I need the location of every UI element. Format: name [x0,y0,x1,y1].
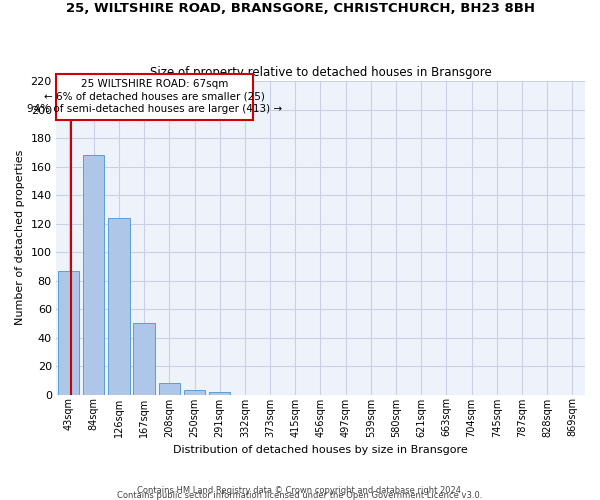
Bar [184,390,205,394]
Bar [209,392,230,394]
Bar [133,324,155,394]
Y-axis label: Number of detached properties: Number of detached properties [15,150,25,326]
Text: 25, WILTSHIRE ROAD, BRANSGORE, CHRISTCHURCH, BH23 8BH: 25, WILTSHIRE ROAD, BRANSGORE, CHRISTCHU… [65,2,535,16]
Text: 25 WILTSHIRE ROAD: 67sqm: 25 WILTSHIRE ROAD: 67sqm [81,79,229,89]
Bar [58,270,79,394]
Bar [56,74,253,120]
Text: Contains HM Land Registry data © Crown copyright and database right 2024.: Contains HM Land Registry data © Crown c… [137,486,463,495]
Bar [158,383,180,394]
Text: 94% of semi-detached houses are larger (413) →: 94% of semi-detached houses are larger (… [27,104,282,115]
X-axis label: Distribution of detached houses by size in Bransgore: Distribution of detached houses by size … [173,445,468,455]
Title: Size of property relative to detached houses in Bransgore: Size of property relative to detached ho… [149,66,491,78]
Text: ← 6% of detached houses are smaller (25): ← 6% of detached houses are smaller (25) [44,92,265,102]
Text: Contains public sector information licensed under the Open Government Licence v3: Contains public sector information licen… [118,490,482,500]
Bar [83,155,104,394]
Bar [108,218,130,394]
